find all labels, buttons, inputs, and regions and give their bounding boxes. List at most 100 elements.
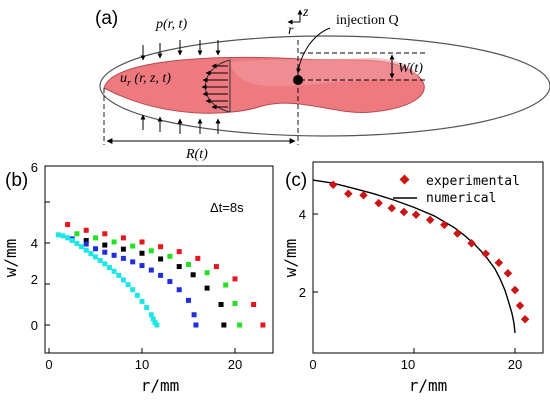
- data-point-series-1: [167, 253, 173, 259]
- injection-label: injection Q: [336, 13, 399, 28]
- legend-c: experimental numerical: [393, 174, 520, 206]
- data-point-series-3: [176, 287, 182, 293]
- data-points-b: [55, 222, 266, 328]
- data-point-series-3: [102, 249, 108, 255]
- data-point-series-0: [120, 235, 126, 241]
- data-point-series-0: [158, 244, 164, 250]
- data-point-series-4: [144, 305, 150, 311]
- data-point-series-2: [83, 238, 89, 244]
- data-point-series-3: [193, 322, 199, 328]
- pressure-arrows-bottom: [140, 114, 221, 134]
- data-point-series-2: [158, 256, 164, 262]
- data-point-series-4: [106, 265, 112, 271]
- pressure-arrows-top: [140, 40, 221, 61]
- data-point-series-4: [139, 298, 145, 304]
- outer-ellipse: [99, 35, 550, 137]
- y-axis-title-b: w/mm: [1, 239, 20, 278]
- velocity-arrows: [201, 63, 228, 110]
- data-point-series-4: [125, 282, 131, 288]
- y-tick-4: 4: [31, 236, 38, 251]
- experimental-point: [328, 180, 338, 189]
- data-point-series-4: [120, 277, 126, 283]
- experimental-point: [387, 203, 397, 213]
- panel-a-diagram: (a) p(r, t) ur (r, z, t) injection Q W(t…: [95, 5, 550, 162]
- x-axis-title-b: r/mm: [141, 376, 180, 395]
- legend-label-numerical: numerical: [426, 191, 496, 206]
- width-label: W(t): [398, 61, 423, 76]
- data-point-series-1: [148, 248, 154, 254]
- panel-c-chart: (c) 2 4 0 10 20 r/mm w/mm experimental n…: [281, 161, 544, 395]
- data-point-series-0: [251, 302, 257, 307]
- radius-label: R(t): [185, 147, 208, 162]
- data-point-series-4: [111, 268, 117, 274]
- data-point-series-3: [130, 259, 136, 265]
- data-point-series-4: [134, 292, 140, 298]
- pressure-label: p(r, t): [155, 17, 187, 32]
- data-point-series-4: [55, 232, 61, 238]
- data-point-series-4: [79, 244, 85, 250]
- data-point-series-3: [83, 241, 89, 247]
- data-point-series-2: [204, 285, 210, 291]
- data-point-series-4: [102, 261, 108, 267]
- data-point-series-4: [69, 238, 75, 244]
- data-point-series-3: [148, 267, 154, 273]
- panel-label-c: (c): [285, 170, 307, 191]
- x-tick-20: 20: [228, 357, 242, 372]
- experimental-point: [344, 189, 353, 198]
- data-point-series-3: [186, 297, 191, 303]
- data-point-series-0: [102, 231, 108, 237]
- data-point-series-4: [97, 257, 103, 263]
- panel-label-b: (b): [5, 170, 28, 191]
- experimental-point: [359, 191, 368, 200]
- coordinate-axes: [287, 9, 303, 25]
- experimental-point: [481, 249, 490, 259]
- data-point-series-1: [111, 239, 117, 245]
- data-point-series-4: [148, 312, 154, 318]
- experimental-point: [440, 220, 449, 230]
- data-point-series-3: [167, 279, 173, 285]
- experimental-point: [494, 258, 504, 267]
- x-tick-0: 0: [45, 357, 52, 372]
- data-point-series-2: [102, 242, 108, 248]
- data-point-series-4: [74, 240, 80, 246]
- experimental-point: [453, 229, 462, 238]
- data-point-series-3: [93, 246, 98, 252]
- experimental-point: [503, 269, 513, 278]
- data-point-series-4: [150, 316, 156, 322]
- experimental-point: [411, 210, 421, 220]
- velocity-label: ur (r, z, t): [120, 71, 171, 89]
- data-point-series-3: [139, 263, 145, 269]
- experimental-point: [399, 207, 409, 217]
- panel-label-a: (a): [95, 8, 118, 29]
- injection-arrow: [296, 27, 331, 74]
- data-point-series-4: [60, 233, 66, 239]
- experimental-point: [425, 215, 435, 225]
- x-tick-10-c: 10: [401, 357, 415, 372]
- data-point-series-2: [176, 264, 182, 270]
- data-points-c: [312, 179, 530, 333]
- data-point-series-1: [186, 262, 191, 268]
- experimental-point: [510, 285, 520, 295]
- plot-frame-c: [312, 161, 544, 354]
- data-point-series-1: [93, 235, 98, 241]
- data-point-series-2: [190, 272, 196, 278]
- data-point-series-1: [237, 322, 243, 328]
- y-tick-4-c: 4: [299, 207, 306, 222]
- data-point-series-0: [65, 222, 71, 228]
- data-point-series-0: [213, 264, 219, 270]
- y-axis-title-c: w/mm: [281, 239, 300, 278]
- fracture-highlight: [230, 58, 419, 87]
- x-tick-20-c: 20: [508, 357, 522, 372]
- tick-marks-c: [312, 213, 516, 353]
- numerical-curve: [312, 179, 516, 333]
- data-point-series-4: [154, 322, 160, 328]
- data-point-series-4: [83, 247, 89, 253]
- data-point-series-0: [195, 255, 201, 261]
- data-point-series-0: [260, 322, 266, 328]
- experimental-point: [515, 301, 525, 310]
- x-axis-title-c: r/mm: [409, 376, 448, 395]
- experimental-point: [520, 315, 530, 324]
- data-point-series-3: [120, 255, 126, 261]
- data-point-series-4: [65, 235, 71, 241]
